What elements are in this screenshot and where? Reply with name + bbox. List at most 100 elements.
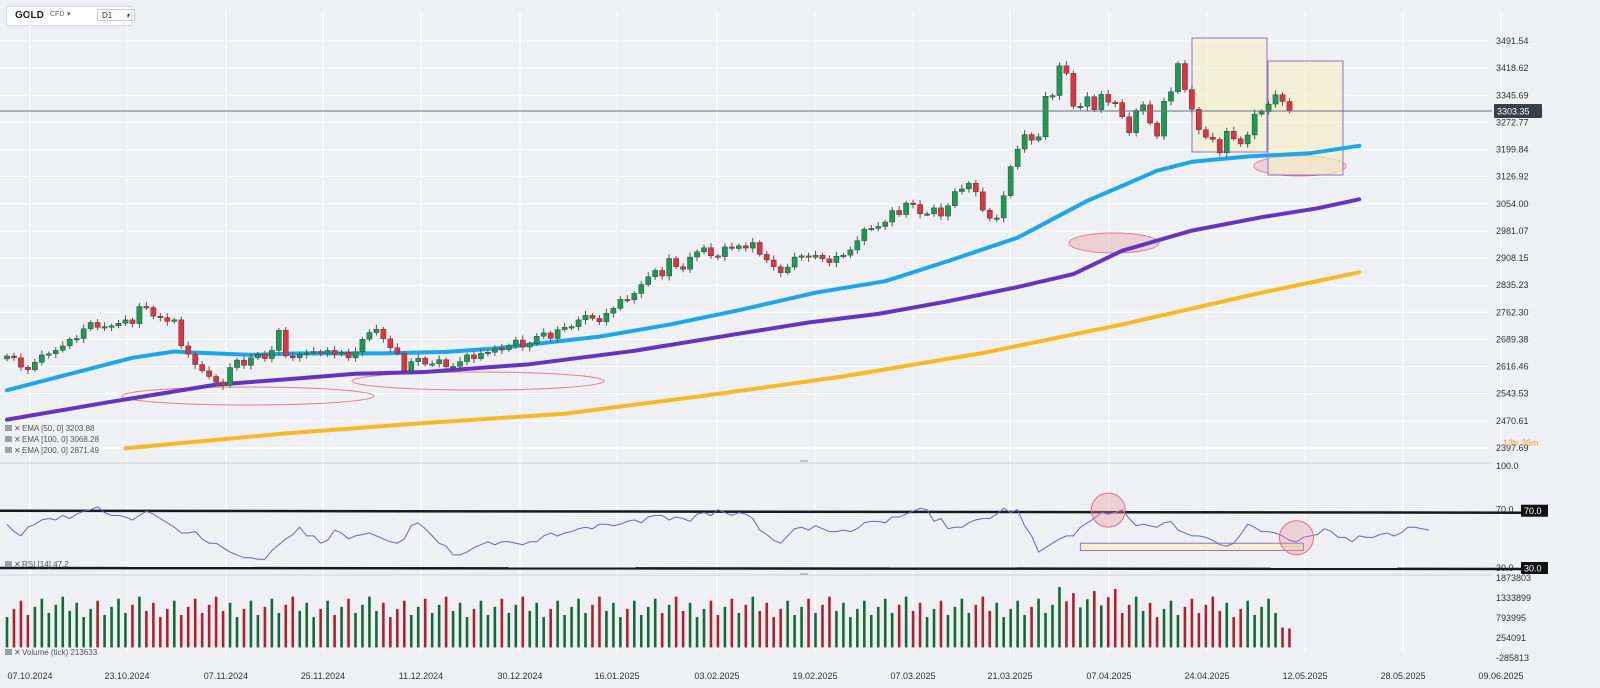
candle-body: [464, 354, 470, 362]
volume-bar: [702, 608, 706, 648]
volume-bar: [396, 608, 399, 648]
volume-bar: [646, 606, 650, 648]
volume-bar: [319, 608, 322, 648]
candle-body: [213, 376, 219, 383]
chart-annotations: [121, 37, 1347, 406]
candle-body: [791, 256, 798, 268]
candle-body: [847, 249, 854, 256]
volume-bar: [730, 598, 734, 648]
volume-bar: [960, 598, 964, 648]
volume-bar: [1232, 617, 1236, 648]
candle-body: [854, 240, 861, 251]
timeframe-select[interactable]: D1 ▾: [97, 9, 135, 21]
candle-body: [366, 332, 373, 340]
volume-bar: [1113, 589, 1117, 648]
candle-body: [443, 359, 449, 367]
volume-bar: [890, 612, 894, 648]
volume-bar: [263, 606, 267, 648]
candle-body: [450, 366, 456, 369]
candle-body: [903, 202, 909, 215]
candle-body: [1098, 94, 1105, 110]
date-tick-label: 19.02.2025: [792, 671, 837, 681]
ema-lines: [5, 143, 1362, 451]
candle-body: [1279, 94, 1286, 102]
volume-bar: [437, 604, 441, 648]
volume-bar: [284, 604, 288, 648]
volume-bar: [758, 610, 762, 648]
candle-body: [1035, 136, 1042, 141]
price-tick-label: 2835.23: [1496, 280, 1529, 290]
candle-body: [283, 330, 289, 357]
volume-bar: [1065, 601, 1068, 648]
price-tick-label: 3345.69: [1496, 90, 1529, 100]
candle-body: [1196, 109, 1202, 130]
candle-body: [687, 256, 693, 270]
candle-body: [736, 245, 742, 249]
candle-body: [986, 209, 993, 219]
volume-bar: [1009, 608, 1012, 648]
candle-body: [575, 319, 582, 327]
volume-bar: [291, 596, 295, 648]
candlesticks: [4, 60, 1293, 390]
volume-bar: [166, 608, 169, 648]
volume-legend-close-icon: ✕: [14, 648, 21, 657]
volume-bar: [800, 606, 803, 648]
candle-body: [415, 358, 422, 362]
price-axis: 3491.54 3418.62 3345.69 3272.77 3199.84 3126.…: [1496, 36, 1529, 453]
candle-body: [1119, 102, 1125, 117]
candle-body: [763, 254, 770, 261]
volume-bar: [612, 602, 615, 648]
volume-tick-label: 1873803: [1496, 573, 1531, 583]
candle-body: [1168, 91, 1174, 102]
volume-bar: [814, 612, 817, 648]
candle-body: [220, 381, 226, 386]
volume-bar: [514, 604, 518, 648]
candle-body: [1140, 104, 1146, 111]
volume-bar: [1148, 602, 1152, 648]
candle-body: [59, 345, 66, 351]
volume-bar: [159, 617, 162, 648]
candle-body: [1244, 134, 1251, 145]
volume-legend-label: Volume (tick) 213633: [22, 648, 98, 657]
candle-body: [868, 228, 875, 231]
candle-body: [1216, 139, 1223, 154]
volume-bar: [249, 600, 253, 648]
price-tick-label: 3491.54: [1496, 36, 1529, 46]
volume-bar: [179, 614, 183, 648]
candle-body: [833, 256, 840, 263]
volume-bar: [186, 606, 190, 648]
rsi-level-tag: [1521, 562, 1548, 574]
candle-body: [861, 228, 868, 241]
volume-bar: [375, 610, 378, 648]
volume-bar: [765, 602, 769, 648]
volume-bar: [486, 614, 490, 648]
candle-countdown: 13h 26m: [1503, 438, 1539, 448]
symbol-label[interactable]: GOLD: [15, 10, 44, 21]
candle-body: [819, 254, 826, 260]
candle-body: [1230, 131, 1237, 139]
volume-bar: [1246, 600, 1249, 648]
volume-bar: [1183, 606, 1187, 648]
candle-body: [1154, 122, 1160, 137]
symbol-toolbar[interactable]: GOLD CFD ▾ D1 ▾: [6, 6, 135, 26]
candle-body: [331, 350, 338, 355]
rsi-level-line: [0, 566, 1529, 571]
candle-body: [749, 242, 756, 249]
rsi-level-tag: [1521, 504, 1548, 517]
candle-body: [945, 205, 951, 217]
volume-bar: [619, 617, 622, 648]
candle-body: [129, 319, 136, 324]
symbol-dropdown-icon[interactable]: ▾: [67, 11, 71, 18]
candle-body: [171, 319, 178, 322]
candle-body: [276, 330, 282, 351]
ema-line: [5, 143, 1362, 393]
legend-label: EMA [200, 0] 2871.49: [22, 446, 99, 455]
candle-body: [1161, 100, 1167, 137]
candle-body: [708, 247, 714, 257]
candle-body: [1105, 94, 1112, 103]
candle-body: [234, 359, 240, 368]
volume-bar: [688, 602, 692, 648]
candle-body: [1223, 131, 1230, 154]
volume-bar: [326, 600, 329, 648]
